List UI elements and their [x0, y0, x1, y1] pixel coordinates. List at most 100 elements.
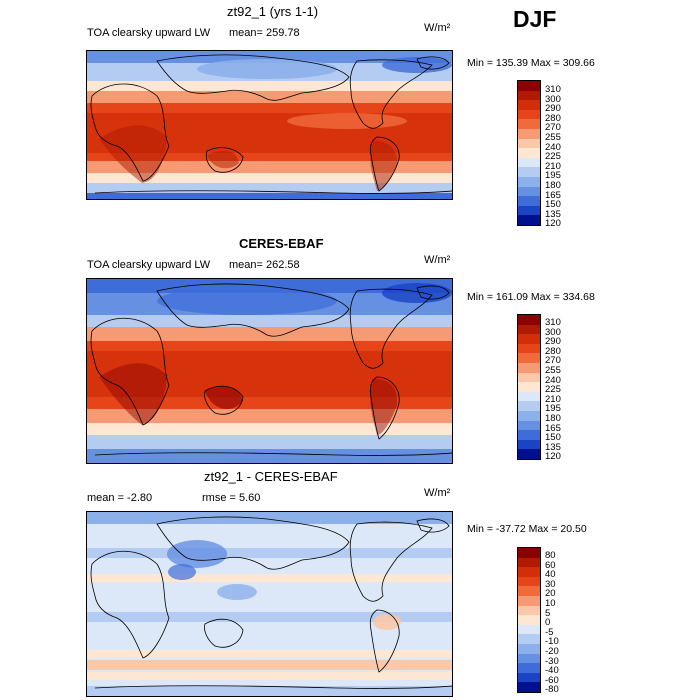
panel3-cbar-swatch [518, 605, 540, 616]
panel1-cbar-swatch [518, 205, 540, 216]
panel2-cbar-swatch [518, 391, 540, 402]
panel1-cbar-swatch [518, 119, 540, 129]
panel3-map [86, 511, 453, 697]
panel1-cbar-label: 310 [545, 84, 561, 95]
panel3-cbar-label: 10 [545, 598, 556, 609]
panel2-cbar-label: 180 [545, 413, 561, 424]
panel2-cbar-label: 300 [545, 326, 561, 338]
panel1-cbar-label: 255 [545, 132, 561, 143]
panel3-minmax: Min = -37.72 Max = 20.50 [467, 523, 587, 535]
panel3-colorbar [517, 547, 541, 693]
panel1-map [86, 50, 453, 200]
panel3-cbar-swatch [518, 557, 540, 568]
panel2-cbar-label: 270 [545, 355, 561, 367]
panel2-cbar-swatch [518, 362, 540, 373]
panel3-cbar-swatch [518, 586, 540, 596]
panel1-cbar-label: 280 [545, 112, 561, 124]
panel2-unit: W/m² [424, 254, 451, 266]
panel2-cbar-swatch [518, 439, 540, 450]
panel2-cbar-label: 165 [545, 422, 561, 434]
panel3-cbar-label: 40 [545, 569, 556, 581]
panel2-cbar-label: 255 [545, 365, 561, 376]
panel1-cbar-label: 195 [545, 170, 561, 182]
panel3-cbar-swatch [518, 615, 540, 625]
panel1-cbar-label: 150 [545, 199, 561, 211]
panel1-variable: TOA clearsky upward LW [87, 27, 211, 39]
panel3-cbar-label: 20 [545, 588, 556, 600]
panel3-cbar-swatch [518, 643, 540, 654]
panel2-map [86, 278, 453, 464]
panel2-cbar-swatch [518, 382, 540, 392]
panel1-cbar-label: 135 [545, 208, 561, 220]
panel2-cbar-swatch [518, 372, 540, 383]
panel2-cbar-swatch [518, 343, 540, 354]
panel3-cbar-label: -10 [545, 636, 559, 648]
panel2-cbar-swatch [518, 334, 540, 344]
panel3-cbar-swatch [518, 634, 540, 644]
panel2-map-svg [87, 279, 452, 463]
panel2-cbar-label: 195 [545, 403, 561, 415]
panel3-mean: mean = -2.80 [87, 492, 153, 504]
panel2-minmax: Min = 161.09 Max = 334.68 [467, 291, 595, 303]
panel3-cbar-label: 80 [545, 550, 556, 561]
panel3-rmse: rmse = 5.60 [202, 492, 261, 504]
panel1-cbar-label: 290 [545, 103, 561, 115]
panel1-cbar-swatch [518, 148, 540, 158]
season-label: DJF [513, 6, 557, 32]
panel1-cbar-swatch [518, 196, 540, 206]
panel2-cbar-label: 225 [545, 384, 561, 396]
panel3-cbar-swatch [518, 567, 540, 577]
panel1-cbar-label: 225 [545, 151, 561, 163]
panel3-cbar-swatch [518, 663, 540, 673]
panel1-cbar-swatch [518, 186, 540, 197]
panel1-unit: W/m² [424, 22, 451, 34]
panel1-cbar-swatch [518, 167, 540, 177]
panel1-cbar-label: 210 [545, 160, 561, 172]
panel1-cbar-swatch [518, 128, 540, 139]
panel3-cbar-swatch [518, 548, 540, 558]
panel1-cbar-swatch [518, 138, 540, 149]
panel3-cbar-label: -40 [545, 665, 559, 677]
panel2-colorbar [517, 314, 541, 460]
panel3-title: zt92_1 - CERES-EBAF [204, 469, 338, 484]
panel1-cbar-swatch [518, 90, 540, 101]
panel2-cbar-swatch [518, 430, 540, 440]
panel3-cbar-label: -80 [545, 684, 559, 696]
panel2-cbar-label: 210 [545, 393, 561, 405]
panel2-cbar-swatch [518, 324, 540, 335]
panel3-cbar-swatch [518, 682, 540, 692]
panel1-cbar-swatch [518, 176, 540, 187]
panel2-cbar-label: 310 [545, 317, 561, 328]
panel3-cbar-label: 60 [545, 559, 556, 571]
panel2-cbar-swatch [518, 449, 540, 459]
panel2-cbar-label: 135 [545, 441, 561, 453]
panel1-cbar-label: 300 [545, 93, 561, 105]
panel3-cbar-swatch [518, 653, 540, 664]
panel1-cbar-swatch [518, 81, 540, 91]
panel1-cbar-swatch [518, 109, 540, 120]
panel1-cbar-swatch [518, 215, 540, 225]
panel3-map-svg [87, 512, 452, 696]
panel1-title: zt92_1 (yrs 1-1) [227, 4, 319, 19]
panel1-cbar-swatch [518, 157, 540, 168]
panel2-cbar-label: 240 [545, 374, 561, 386]
panel2-cbar-label: 150 [545, 432, 561, 444]
panel2-cbar-swatch [518, 420, 540, 431]
panel2-cbar-label: 290 [545, 336, 561, 348]
panel1-cbar-label: 165 [545, 189, 561, 201]
panel3-cbar-label: 5 [545, 607, 551, 619]
panel2-variable: TOA clearsky upward LW [87, 259, 211, 271]
panel1-cbar-label: 120 [545, 218, 561, 230]
panel1-minmax: Min = 135.39 Max = 309.66 [467, 57, 595, 69]
panel3-cbar-label: -60 [545, 674, 559, 686]
panel3-cbar-label: -30 [545, 655, 559, 667]
panel2-cbar-swatch [518, 315, 540, 325]
panel3-unit: W/m² [424, 487, 451, 499]
panel2-cbar-swatch [518, 401, 540, 411]
panel1-cbar-label: 270 [545, 122, 561, 134]
panel2-cbar-swatch [518, 353, 540, 363]
panel3-cbar-swatch [518, 672, 540, 683]
panel2-title: CERES-EBAF [239, 236, 324, 251]
panel3-cbar-swatch [518, 576, 540, 587]
panel3-cbar-swatch [518, 595, 540, 606]
